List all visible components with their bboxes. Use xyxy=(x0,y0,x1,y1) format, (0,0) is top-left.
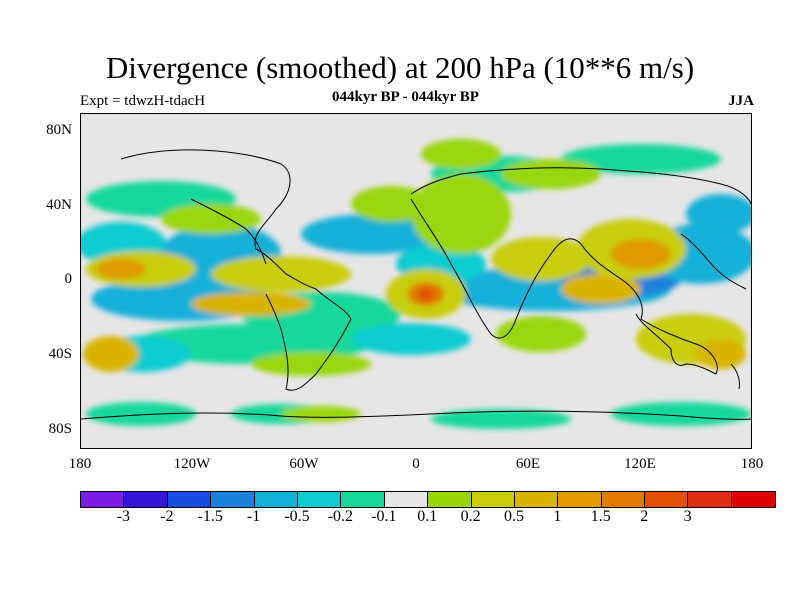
colorbar-tick-label: 0.2 xyxy=(460,508,481,525)
colorbar-tick-label: -1 xyxy=(246,508,261,525)
lon-label: 180 xyxy=(740,456,764,472)
colorbar xyxy=(80,491,777,508)
colorbar-cell xyxy=(731,492,776,507)
colorbar-tick-label: 1 xyxy=(553,508,562,525)
colorbar-cell xyxy=(167,492,212,507)
colorbar-cell xyxy=(124,492,168,507)
lat-label: 0 xyxy=(64,271,73,287)
colorbar-tick-label: -3 xyxy=(116,508,131,525)
colorbar-tick-label: -0.5 xyxy=(284,508,310,525)
colorbar-tick-label: -2 xyxy=(160,508,174,525)
colorbar-cell xyxy=(211,492,255,507)
lon-label: 120W xyxy=(173,456,211,472)
colorbar-tick-label: 2 xyxy=(640,508,649,525)
colorbar-cell xyxy=(297,492,342,507)
colorbar-cell xyxy=(688,492,732,507)
colorbar-tick-label: 0.5 xyxy=(504,508,524,525)
colorbar-tick-label: -0.2 xyxy=(327,508,354,525)
colorbar-tick-label: 1.5 xyxy=(590,508,611,525)
map-canvas xyxy=(81,139,751,429)
colorbar-tick-label: 3 xyxy=(683,508,692,525)
colorbar-cell xyxy=(471,492,515,507)
colorbar-cell xyxy=(601,492,646,507)
colorbar-cell xyxy=(254,492,298,507)
colorbar-cell xyxy=(341,492,385,507)
coastlines xyxy=(81,149,751,420)
lon-label: 60E xyxy=(515,456,541,472)
divergence-field xyxy=(81,139,751,429)
lat-label: 40N xyxy=(46,197,72,213)
lon-label: 60W xyxy=(289,456,319,472)
colorbar-cell xyxy=(81,492,125,507)
experiment-label: Expt = tdwzH-tdacH xyxy=(80,93,206,109)
colorbar-cell xyxy=(645,492,689,507)
period-label: 044kyr BP - 044kyr BP xyxy=(332,89,479,105)
lat-label: 80S xyxy=(48,421,72,437)
colorbar-cell xyxy=(428,492,472,507)
lat-label: 80N xyxy=(46,122,72,138)
season-label: JJA xyxy=(728,93,754,109)
colorbar-cell xyxy=(384,492,429,507)
divergence-map xyxy=(80,113,752,449)
colorbar-tick-label: -1.5 xyxy=(197,508,223,525)
colorbar-cell xyxy=(558,492,602,507)
lon-label: 0 xyxy=(412,456,420,472)
lon-label: 180 xyxy=(68,456,92,472)
chart-title: Divergence (smoothed) at 200 hPa (10**6 … xyxy=(105,50,695,85)
lon-label: 120E xyxy=(624,456,656,472)
lat-label: 40S xyxy=(48,346,72,362)
colorbar-cell xyxy=(514,492,559,507)
colorbar-tick-label: -0.1 xyxy=(371,508,397,525)
colorbar-tick-label: 0.1 xyxy=(417,508,438,525)
